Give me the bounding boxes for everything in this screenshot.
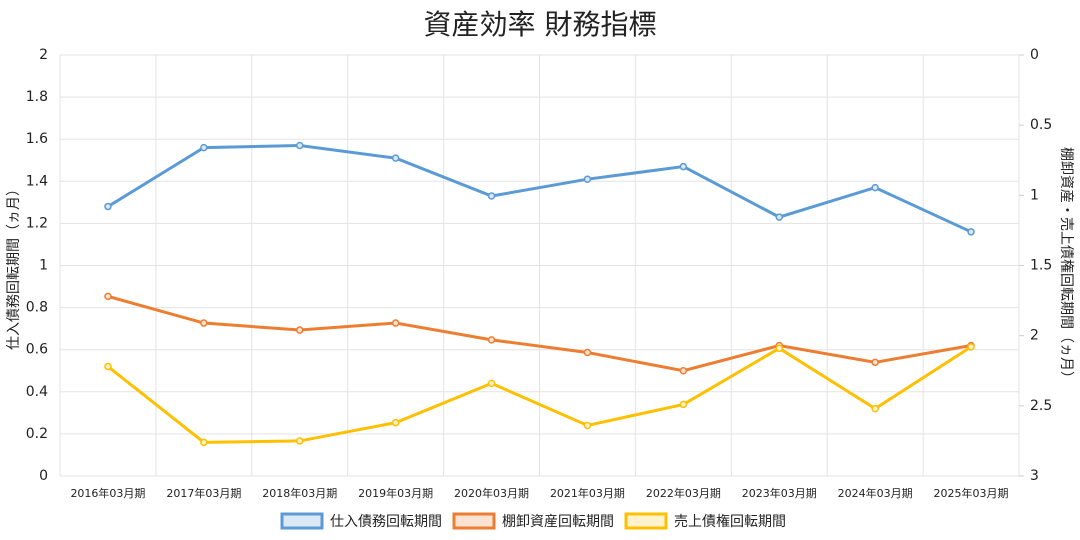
point (583, 175, 592, 183)
point (200, 438, 208, 447)
point (200, 143, 208, 152)
series-line (107, 294, 972, 373)
legend-label: 仕入債務回転期間 (330, 514, 442, 530)
point (679, 400, 688, 409)
point (679, 367, 688, 375)
y2-tick-label: 3 (1030, 468, 1039, 484)
y2-tick-label: 2 (1030, 328, 1039, 344)
point (104, 362, 112, 371)
point (583, 348, 592, 357)
y2-tick-label: 0.5 (1030, 117, 1052, 133)
series-line (107, 144, 972, 234)
point (871, 183, 879, 192)
x-tick-label: 2018年03月期 (262, 486, 337, 500)
point (296, 326, 304, 334)
y2-axis-label: 棚卸資産・売上債権回転期間（ヵ月） (1058, 147, 1075, 385)
y2-tick-label: 2.5 (1030, 398, 1052, 414)
y-axis-label: 仕入債務回転期間（ヵ月） (6, 182, 22, 350)
point (775, 344, 783, 353)
y2-tick-label: 1.5 (1030, 258, 1052, 274)
y-tick-label: 2 (39, 47, 48, 63)
y-tick-label: 0 (39, 468, 48, 484)
y-tick-label: 1.4 (26, 173, 48, 189)
y-tick-label: 1 (39, 258, 48, 274)
legend-swatch (452, 512, 496, 530)
legend-label: 売上債権回転期間 (674, 513, 786, 530)
point (487, 192, 496, 200)
y-tick-label: 0.2 (26, 426, 48, 442)
y-tick-label: 0.4 (26, 384, 48, 400)
legend-swatch (280, 512, 324, 530)
x-tick-label: 2017年03月期 (166, 486, 241, 500)
x-tick-label: 2019年03月期 (358, 486, 433, 500)
y-tick-label: 1.6 (26, 131, 48, 147)
x-tick-label: 2020年03月期 (454, 486, 529, 500)
x-tick-label: 2022年03月期 (646, 486, 721, 500)
point (296, 437, 304, 445)
point (104, 292, 112, 301)
y2-tick-label: 0 (1030, 47, 1039, 63)
x-tick-label: 2021年03月期 (550, 486, 625, 500)
point (967, 343, 975, 351)
point (296, 141, 304, 150)
point (391, 154, 400, 162)
point (200, 319, 208, 327)
x-tick-label: 2024年03月期 (838, 486, 913, 500)
point (967, 228, 975, 236)
y-tick-label: 0.8 (26, 300, 48, 316)
point (487, 336, 496, 344)
point (583, 421, 592, 430)
x-tick-label: 2023年03月期 (742, 486, 817, 500)
y-tick-label: 1.2 (26, 215, 48, 231)
point (487, 379, 496, 388)
point (391, 418, 400, 427)
point (104, 202, 112, 211)
point (775, 213, 783, 221)
y2-tick-label: 1 (1030, 187, 1039, 203)
chart-title: 資産効率 財務指標 (424, 8, 657, 41)
point (391, 319, 400, 327)
legend-swatch (624, 512, 668, 530)
legend-label: 棚卸資産回転期間 (502, 514, 614, 530)
y-tick-label: 1.8 (26, 89, 48, 105)
point (871, 358, 879, 367)
x-tick-label: 2016年03月期 (70, 486, 145, 500)
point (679, 162, 688, 171)
series-line (107, 345, 972, 444)
x-tick-label: 2025年03月期 (934, 486, 1009, 500)
y-tick-label: 0.6 (26, 342, 48, 358)
point (871, 404, 879, 413)
